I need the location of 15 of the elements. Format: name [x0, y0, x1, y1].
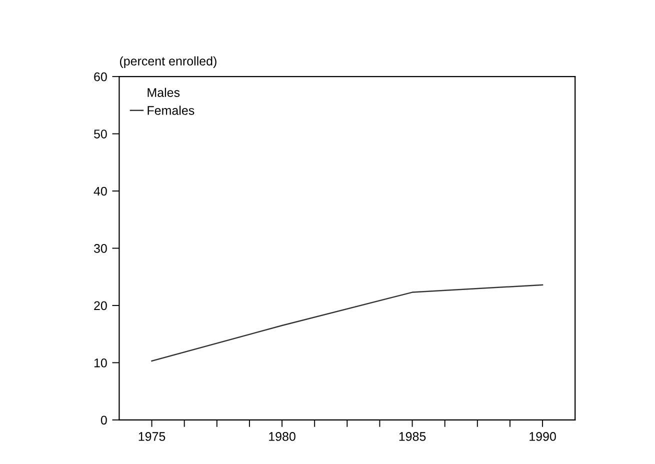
text: Males	[148, 88, 180, 97]
y-tick-label: 0	[100, 416, 107, 425]
x-tick-label: 1980	[269, 432, 296, 441]
y-tick-label: 50	[94, 130, 107, 138]
line-series	[151, 284, 544, 362]
y-tick-label: 10	[94, 358, 107, 368]
y-tick-label: 20	[94, 301, 107, 310]
y-tick-label: 40	[94, 186, 107, 196]
y-tick-label: 60	[94, 72, 107, 82]
x-tick-label: 1975	[138, 432, 166, 441]
x-tick-label: 1985	[399, 432, 426, 441]
legend-label: Females	[148, 106, 194, 115]
x-tick-label: 1990	[530, 432, 556, 441]
y-axis-title: (percent enrolled)	[120, 56, 216, 68]
y-tick-label: 30	[94, 244, 107, 253]
